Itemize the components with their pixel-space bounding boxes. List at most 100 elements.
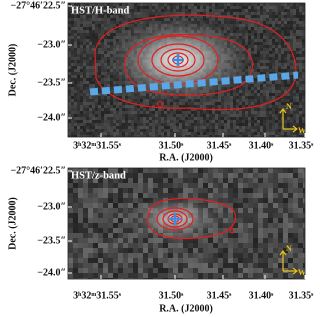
noise-pixel	[194, 105, 197, 108]
noise-pixel	[254, 111, 257, 114]
noise-pixel	[148, 268, 153, 273]
noise-pixel	[88, 253, 93, 258]
noise-pixel	[299, 90, 302, 93]
noise-pixel	[194, 6, 197, 9]
noise-pixel	[68, 72, 71, 75]
noise-pixel	[83, 248, 88, 253]
noise-pixel	[275, 21, 278, 24]
noise-pixel	[283, 208, 288, 213]
noise-pixel	[113, 258, 118, 263]
noise-pixel	[254, 42, 257, 45]
noise-pixel	[278, 178, 283, 183]
noise-pixel	[68, 123, 71, 126]
noise-pixel	[278, 27, 281, 30]
noise-pixel	[248, 198, 253, 203]
noise-pixel	[302, 69, 305, 72]
noise-pixel	[299, 51, 302, 54]
noise-pixel	[248, 233, 253, 238]
noise-pixel	[83, 96, 86, 99]
noise-pixel	[203, 6, 206, 9]
noise-pixel	[228, 173, 233, 178]
noise-pixel	[228, 168, 233, 173]
noise-pixel	[71, 18, 74, 21]
noise-pixel	[290, 18, 293, 21]
noise-pixel	[88, 273, 93, 278]
noise-pixel	[77, 126, 80, 129]
noise-pixel	[152, 108, 155, 111]
noise-pixel	[119, 132, 122, 135]
noise-pixel	[108, 233, 113, 238]
noise-pixel	[266, 120, 269, 123]
noise-pixel	[140, 15, 143, 18]
noise-pixel	[296, 93, 299, 96]
noise-pixel	[281, 87, 284, 90]
noise-pixel	[140, 114, 143, 117]
noise-pixel	[298, 228, 303, 233]
noise-pixel	[93, 213, 98, 218]
noise-pixel	[272, 3, 275, 6]
noise-pixel	[83, 105, 86, 108]
noise-pixel	[173, 6, 176, 9]
noise-pixel	[80, 87, 83, 90]
noise-pixel	[98, 18, 101, 21]
noise-pixel	[110, 84, 113, 87]
noise-pixel	[284, 21, 287, 24]
noise-pixel	[104, 18, 107, 21]
noise-pixel	[254, 75, 257, 78]
noise-pixel	[179, 111, 182, 114]
noise-pixel	[88, 238, 93, 243]
noise-pixel	[118, 263, 123, 268]
noise-pixel	[263, 66, 266, 69]
noise-pixel	[281, 102, 284, 105]
noise-pixel	[137, 114, 140, 117]
noise-pixel	[191, 117, 194, 120]
noise-pixel	[299, 93, 302, 96]
noise-pixel	[233, 238, 238, 243]
noise-pixel	[287, 3, 290, 6]
noise-pixel	[104, 27, 107, 30]
noise-pixel	[260, 120, 263, 123]
noise-pixel	[203, 12, 206, 15]
noise-pixel	[108, 273, 113, 278]
noise-pixel	[293, 223, 298, 228]
noise-pixel	[273, 213, 278, 218]
noise-pixel	[125, 114, 128, 117]
noise-pixel	[167, 120, 170, 123]
noise-pixel	[155, 126, 158, 129]
noise-pixel	[268, 183, 273, 188]
noise-pixel	[293, 258, 298, 263]
noise-pixel	[248, 193, 253, 198]
noise-pixel	[212, 12, 215, 15]
noise-pixel	[283, 218, 288, 223]
noise-pixel	[245, 117, 248, 120]
noise-pixel	[278, 48, 281, 51]
noise-pixel	[80, 81, 83, 84]
noise-pixel	[296, 27, 299, 30]
noise-pixel	[86, 45, 89, 48]
noise-pixel	[83, 66, 86, 69]
noise-pixel	[128, 183, 133, 188]
noise-pixel	[298, 173, 303, 178]
noise-pixel	[89, 57, 92, 60]
noise-pixel	[116, 132, 119, 135]
noise-pixel	[208, 193, 213, 198]
noise-pixel	[233, 233, 238, 238]
noise-pixel	[164, 9, 167, 12]
noise-pixel	[133, 258, 138, 263]
noise-pixel	[218, 102, 221, 105]
noise-pixel	[233, 263, 238, 268]
noise-pixel	[107, 111, 110, 114]
noise-pixel	[143, 173, 148, 178]
noise-pixel	[101, 120, 104, 123]
noise-pixel	[302, 96, 305, 99]
noise-pixel	[83, 69, 86, 72]
noise-pixel	[236, 111, 239, 114]
noise-pixel	[251, 135, 254, 138]
noise-pixel	[248, 27, 251, 30]
noise-pixel	[71, 63, 74, 66]
noise-pixel	[251, 93, 254, 96]
noise-pixel	[92, 60, 95, 63]
noise-pixel	[170, 132, 173, 135]
noise-pixel	[107, 96, 110, 99]
noise-pixel	[73, 268, 78, 273]
